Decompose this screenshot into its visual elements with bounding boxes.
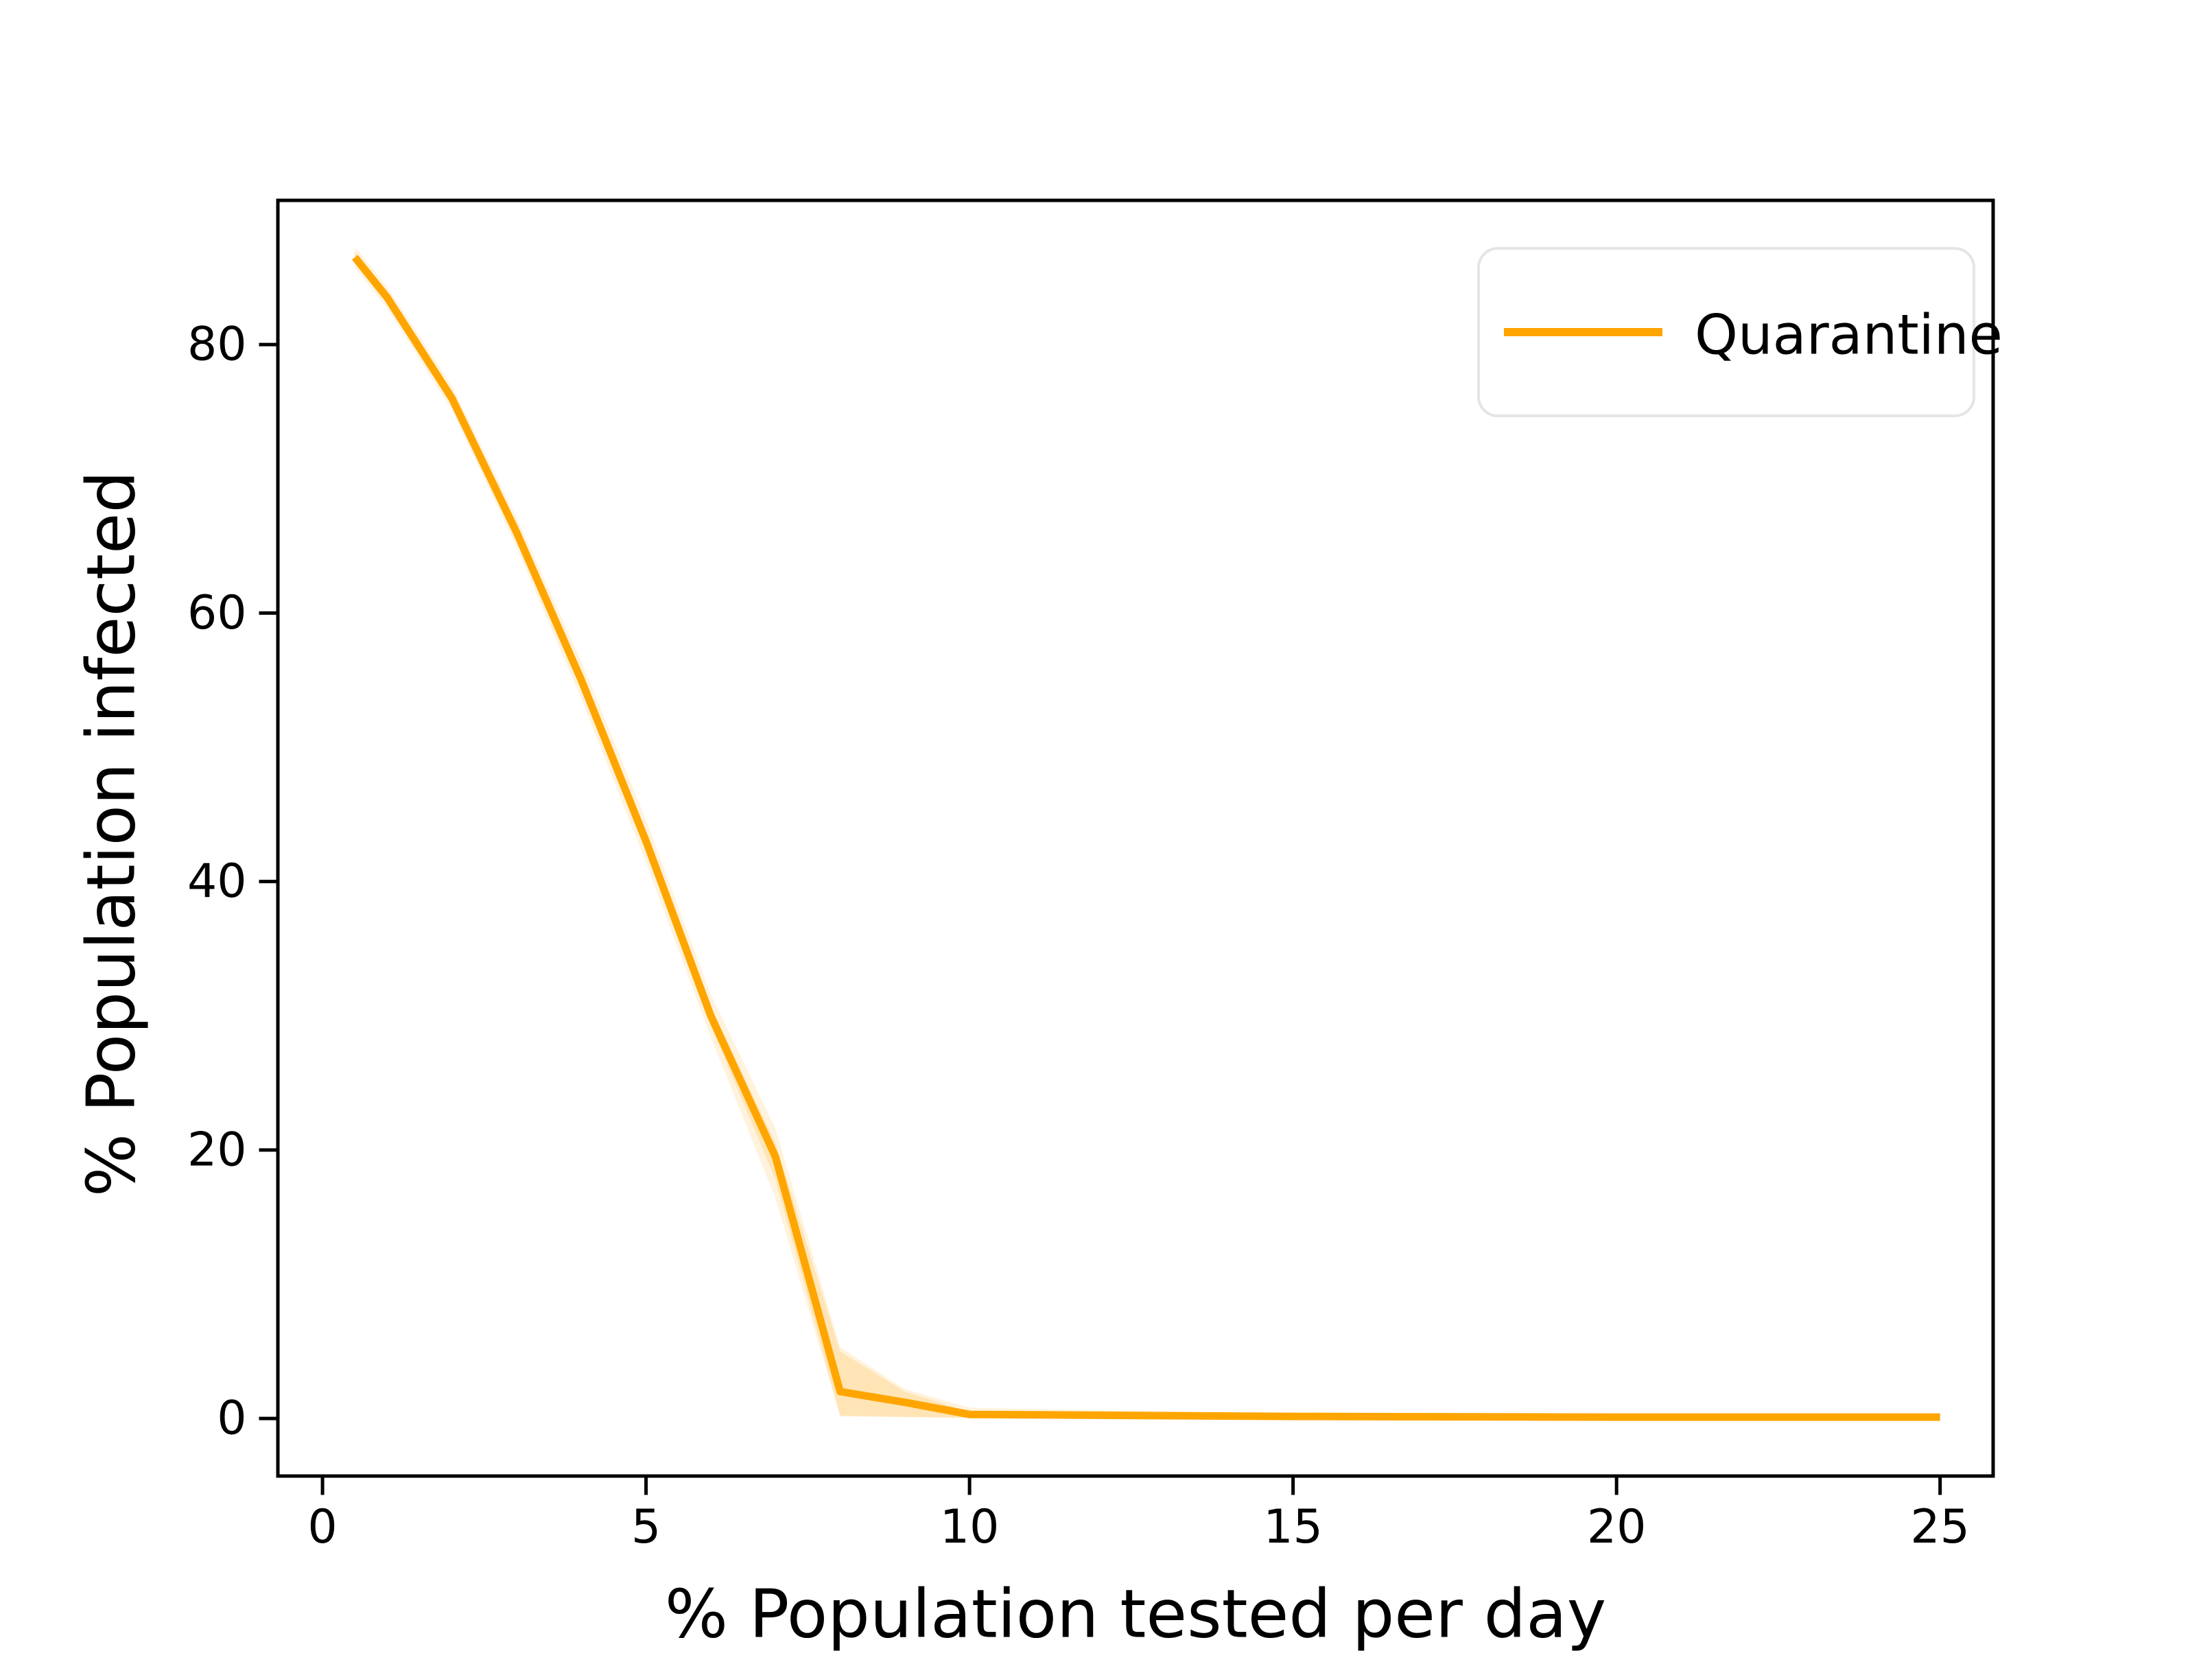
x-tick-label: 0 <box>307 1500 337 1554</box>
y-tick-label: 20 <box>187 1123 247 1177</box>
inner-confidence-band <box>355 252 1940 1418</box>
legend: Quarantine <box>1477 247 2003 417</box>
y-tick-label: 40 <box>187 854 247 909</box>
plot-border <box>276 198 1995 1478</box>
x-tick-label: 5 <box>631 1500 661 1554</box>
outer-confidence-band <box>355 246 1940 1418</box>
x-tick-label: 20 <box>1587 1500 1647 1554</box>
x-axis-ticks: 0 5 10 15 20 25 <box>307 1477 1970 1554</box>
series-lines <box>351 255 1940 1421</box>
confidence-bands <box>355 246 1940 1418</box>
y-tick-label: 60 <box>187 586 247 640</box>
y-tick-label: 0 <box>217 1392 246 1446</box>
y-tick-label: 80 <box>187 318 247 372</box>
x-tick-label: 15 <box>1263 1500 1323 1554</box>
legend-box <box>1477 247 1975 417</box>
y-axis-ticks: 0 20 40 60 80 <box>187 318 276 1446</box>
x-tick-label: 10 <box>940 1500 1000 1554</box>
x-axis-label: % Population tested per day <box>665 1576 1606 1653</box>
y-axis-label: % Population infected <box>73 471 150 1197</box>
x-tick-label: 25 <box>1910 1500 1970 1554</box>
series-line-quarantine <box>351 255 1940 1421</box>
legend-entry-label: Quarantine <box>1695 303 2003 367</box>
